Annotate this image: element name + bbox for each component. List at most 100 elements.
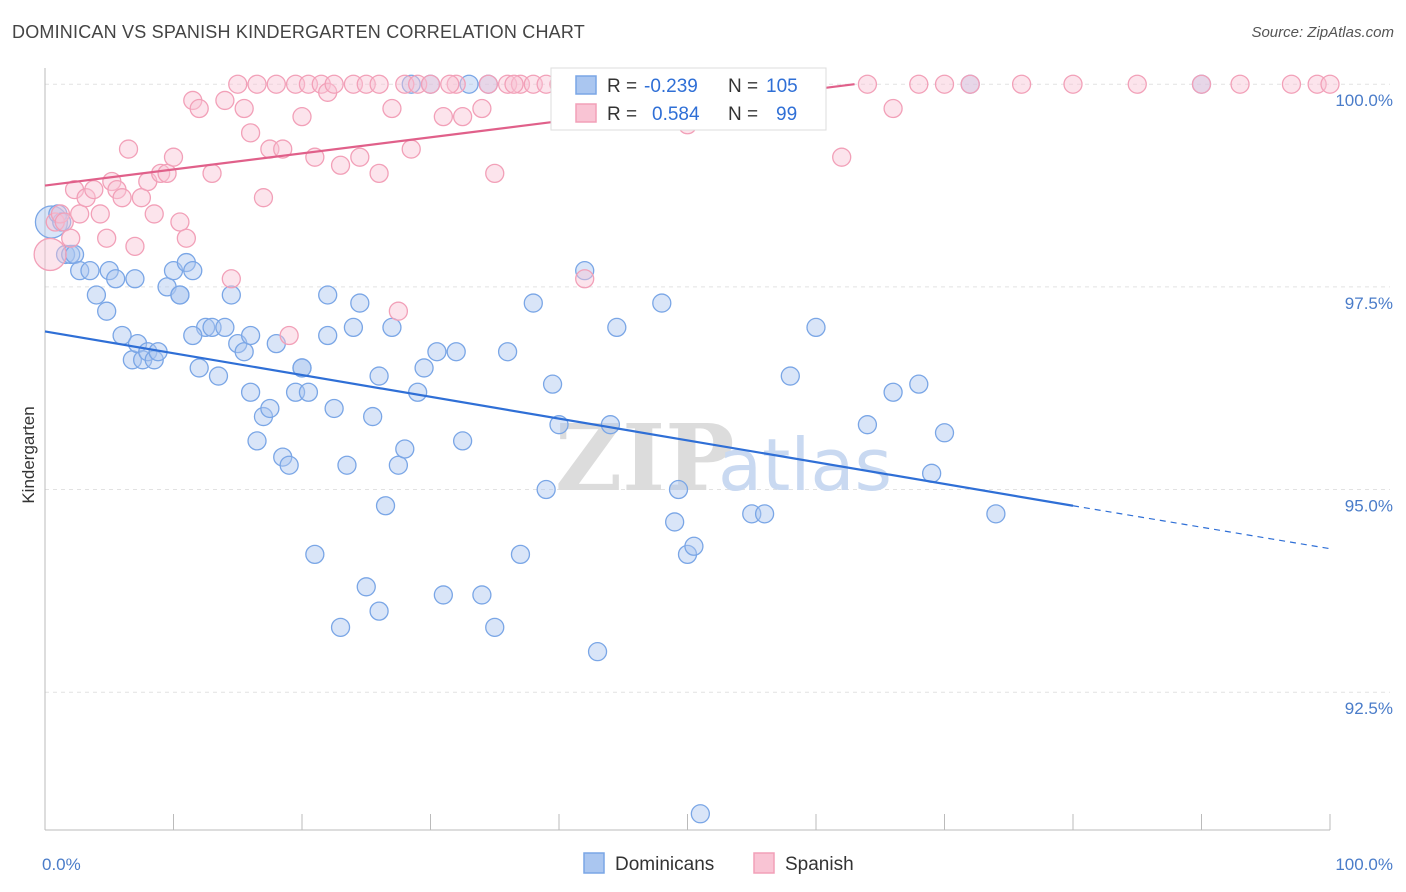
spanish-point-32 [247,74,267,94]
dominicans-point-30 [234,342,254,362]
dominicans-point-44 [330,617,351,637]
x-tick-label-1: 100.0% [1335,855,1393,874]
spanish-point-56 [433,106,454,127]
spanish-point-19 [150,163,171,184]
spanish-point-25 [189,98,209,119]
spanish-point-21 [163,147,184,167]
legend-swatch-dominicans [583,852,605,874]
bottom-legend: Dominicans Spanish [583,852,854,875]
dominicans-point-45 [337,455,357,475]
dominicans-point-57 [414,358,434,378]
spanish-point-94 [1320,74,1340,94]
dominicans-point-84 [690,804,710,824]
spanish-point-85 [934,74,955,94]
dominicans-point-43 [324,398,344,419]
dominicans-point-31 [240,382,261,402]
dominicans-point-69 [523,293,543,313]
dominicans-point-71 [542,374,563,394]
y-tick-label-2: 97.5% [1345,294,1393,313]
y-axis-title: Kindergarten [19,406,38,503]
spanish-point-23 [176,228,197,248]
dominicans-point-41 [305,544,325,565]
dominicans-point-68 [510,544,531,565]
dominicans-point-40 [298,382,319,402]
series-dominicans [34,74,1212,824]
dominicans-point-7 [80,261,100,281]
spanish-point-47 [350,147,370,167]
spanish-point-87 [1011,74,1032,94]
axes [44,68,1331,831]
x-tick-label-0: 0.0% [42,855,81,874]
dominicans-point-10 [106,269,126,289]
dominicans-point-75 [587,642,608,662]
spanish-point-29 [228,74,248,94]
spanish-point-95 [369,74,389,94]
spanish-point-6 [70,204,90,224]
watermark: ZIP atlas [555,404,892,512]
dominicans-point-102 [183,325,203,346]
spanish-point-57 [446,74,466,94]
spanish-point-0 [33,237,67,272]
dominicans-point-89 [857,415,878,435]
legend-label-spanish: Spanish [785,854,854,875]
spanish-point-96 [440,74,460,94]
spanish-point-84 [909,74,929,94]
tick-labels: 92.5% 95.0% 97.5% 100.0% 0.0% 100.0% [42,91,1393,874]
dominicans-point-42 [318,285,338,305]
watermark-zip: ZIP [555,404,734,512]
spanish-point-89 [1127,74,1147,94]
spanish-point-91 [1230,74,1250,94]
dominicans-point-60 [433,585,454,605]
spanish-point-16 [131,188,152,208]
dominicans-point-70 [536,479,556,500]
dominicans-point-93 [934,423,955,443]
spanish-point-14 [118,139,139,159]
spanish-point-81 [832,147,852,167]
spanish-point-10 [97,228,117,248]
spanish-point-51 [388,301,409,321]
dominicans-point-91 [909,374,929,394]
spanish-point-4 [61,228,81,248]
dominicans-point-55 [401,74,421,94]
dominicans-point-66 [485,617,505,637]
dominicans-point-34 [260,398,280,419]
dominicans-point-53 [388,455,409,475]
stats-n-label-dominicans: N = [728,76,758,97]
spanish-point-50 [382,98,402,119]
dominicans-point-26 [208,366,229,386]
dominicans-point-79 [652,293,672,313]
grid [45,83,1390,693]
dominicans-point-62 [452,431,473,451]
spanish-point-82 [857,74,878,94]
spanish-point-31 [240,123,261,143]
dominicans-point-87 [780,366,800,386]
spanish-point-30 [234,98,254,119]
spanish-point-26 [202,163,222,184]
spanish-point-7 [76,188,96,208]
dominicans-point-61 [446,342,466,362]
spanish-point-44 [324,74,344,94]
spanish-point-39 [292,106,312,127]
spanish-point-20 [157,163,177,184]
dominicans-point-8 [86,285,107,305]
dominicans-point-99 [369,366,389,386]
watermark-atlas: atlas [718,423,892,507]
dominicans-point-46 [343,317,364,338]
dominicans-point-80 [665,512,685,532]
spanish-point-13 [112,188,132,208]
spanish-point-83 [883,98,903,119]
legend-label-dominicans: Dominicans [615,854,714,875]
dominicans-point-51 [375,496,396,516]
dominicans-point-74 [575,261,595,281]
stats-swatch-dominicans [575,75,597,95]
legend-swatch-spanish [753,852,775,874]
dominicans-point-59 [427,342,447,362]
dominicans-point-88 [806,317,826,338]
spanish-point-22 [170,212,190,232]
spanish-point-18 [144,204,164,224]
spanish-point-86 [960,74,980,94]
dominicans-point-103 [125,269,145,289]
spanish-point-3 [54,212,74,232]
spanish-point-90 [1191,74,1212,94]
